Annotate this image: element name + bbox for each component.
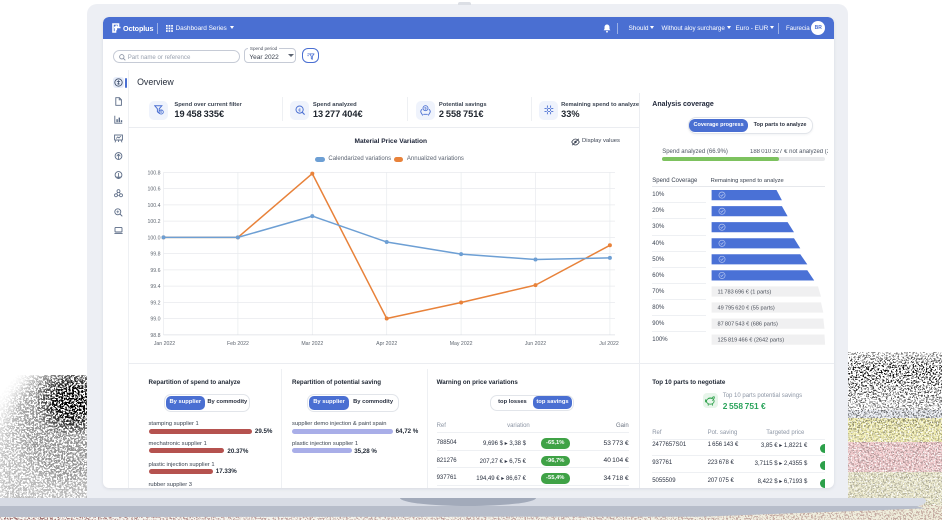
- svg-text:0: 0: [160, 110, 162, 114]
- svg-text:Feb 2022: Feb 2022: [226, 341, 248, 347]
- svg-text:100.4: 100.4: [147, 203, 160, 209]
- svg-text:May 2022: May 2022: [449, 341, 472, 347]
- svg-text:Jul 2022: Jul 2022: [599, 341, 619, 347]
- svg-text:100.6: 100.6: [147, 187, 160, 193]
- svg-text:Mar 2022: Mar 2022: [301, 341, 323, 347]
- svg-text:98.8: 98.8: [150, 333, 160, 339]
- svg-text:100.0: 100.0: [147, 236, 160, 242]
- svg-text:$: $: [424, 105, 427, 110]
- svg-text:€: €: [298, 107, 301, 112]
- svg-text:99.6: 99.6: [150, 268, 160, 274]
- svg-text:Jan 2022: Jan 2022: [153, 341, 174, 347]
- svg-text:49 795 620 € (55 parts): 49 795 620 € (55 parts): [717, 306, 774, 312]
- svg-text:99.2: 99.2: [150, 301, 160, 307]
- svg-text:99.8: 99.8: [150, 252, 160, 258]
- svg-text:125 819 466 € (2642 parts): 125 819 466 € (2642 parts): [717, 338, 784, 344]
- svg-text:100.8: 100.8: [147, 171, 160, 177]
- svg-text:99.0: 99.0: [150, 317, 160, 323]
- svg-text:Apr 2022: Apr 2022: [376, 341, 397, 347]
- svg-text:Jun 2022: Jun 2022: [524, 341, 545, 347]
- svg-text:100.2: 100.2: [147, 219, 160, 225]
- svg-text:11 783 696 € (1 parts): 11 783 696 € (1 parts): [717, 290, 771, 296]
- svg-text:99.4: 99.4: [150, 284, 160, 290]
- svg-text:87 807 543 € (686 parts): 87 807 543 € (686 parts): [717, 322, 778, 328]
